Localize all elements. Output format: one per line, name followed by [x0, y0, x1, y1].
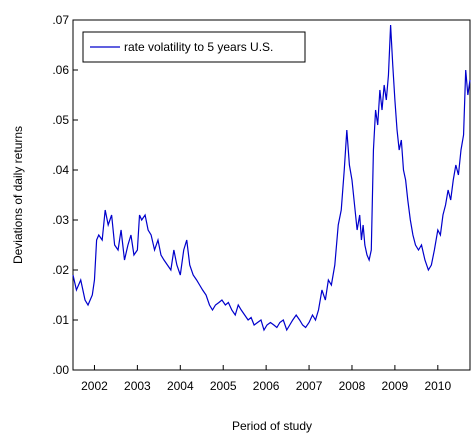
y-tick-label: .03 [52, 213, 69, 227]
y-tick-label: .00 [52, 363, 69, 377]
x-tick-label: 2010 [424, 379, 451, 393]
legend-label: rate volatility to 5 years U.S. [124, 40, 273, 54]
y-axis-title: Deviations of daily returns [11, 126, 25, 264]
x-axis: 2002 2003 2004 2005 2006 2007 2008 2009 2010 [81, 365, 451, 393]
y-tick-label: .04 [52, 163, 69, 177]
legend: rate volatility to 5 years U.S. [82, 31, 306, 63]
x-tick-label: 2008 [339, 379, 366, 393]
x-tick-label: 2003 [124, 379, 151, 393]
x-tick-label: 2007 [296, 379, 323, 393]
y-axis: .00 .01 .02 .03 .04 .05 .06 .07 [52, 13, 78, 377]
x-tick-label: 2006 [253, 379, 280, 393]
x-tick-label: 2005 [210, 379, 237, 393]
x-axis-title: Period of study [232, 419, 312, 433]
y-tick-label: .02 [52, 263, 69, 277]
plot-area-frame [72, 19, 471, 371]
y-tick-label: .01 [52, 313, 69, 327]
y-tick-label: .06 [52, 63, 69, 77]
x-tick-label: 2004 [167, 379, 194, 393]
x-tick-label: 2009 [382, 379, 409, 393]
x-tick-label: 2002 [81, 379, 108, 393]
y-tick-label: .07 [52, 13, 69, 27]
series-line [72, 24, 471, 332]
y-tick-label: .05 [52, 113, 69, 127]
